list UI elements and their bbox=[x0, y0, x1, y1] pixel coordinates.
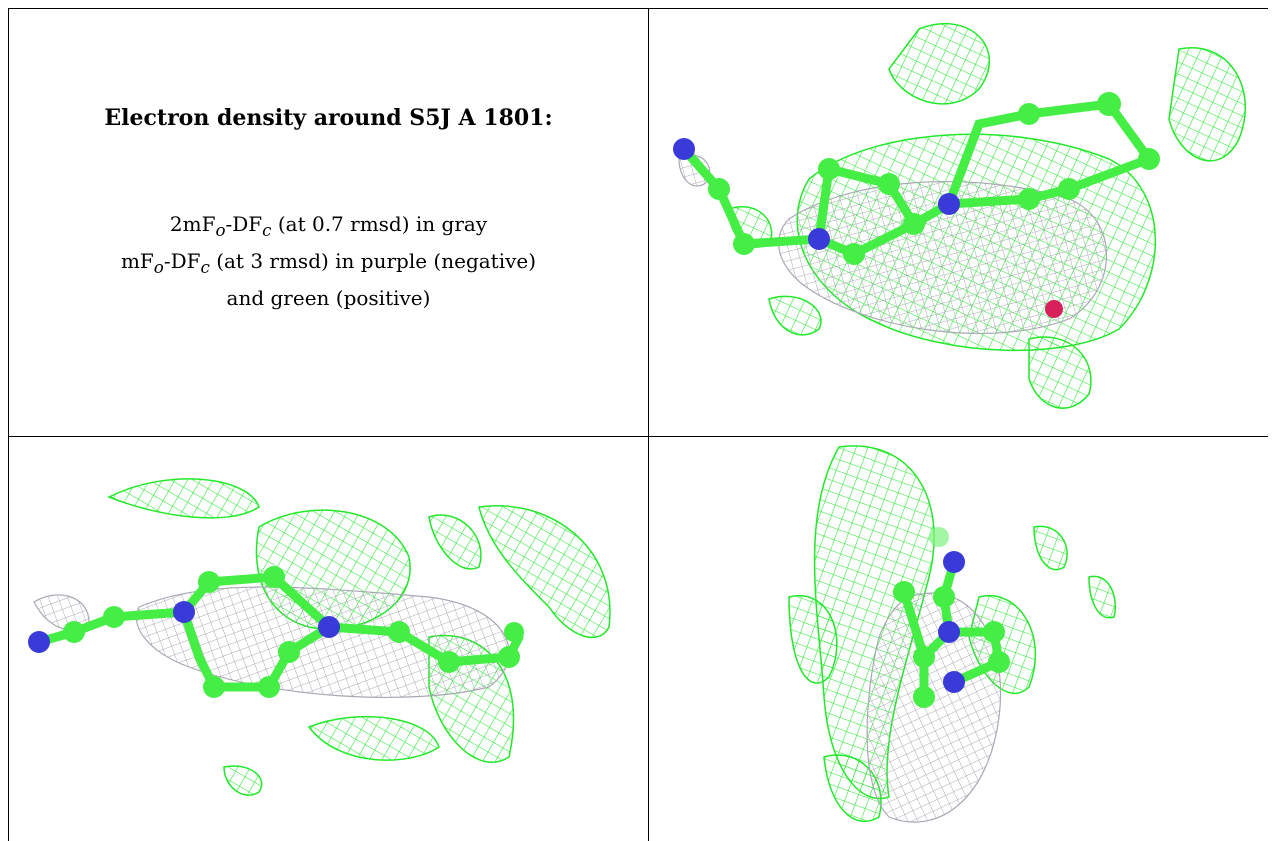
density-view-bottom-left bbox=[9, 437, 648, 841]
density-render-bottom-right bbox=[788, 445, 1116, 823]
density-view-bottom-right bbox=[649, 437, 1268, 841]
legend-line-2fo: 2mFo-DFc (at 0.7 rmsd) in gray bbox=[169, 212, 488, 240]
ligand-atoms bbox=[673, 92, 1160, 318]
gray-mesh-blobs bbox=[866, 592, 1002, 823]
legend-line-fo: mFo-DFc (at 3 rmsd) in purple (negative) bbox=[120, 249, 537, 277]
density-render-top-right bbox=[673, 23, 1246, 409]
density-legend: 2mFo-DFc (at 0.7 rmsd) in gray mFo-DFc (… bbox=[9, 209, 648, 314]
table-border-left bbox=[8, 8, 9, 841]
ligand-atoms bbox=[28, 566, 524, 698]
table-divider-horizontal bbox=[8, 436, 1268, 437]
table-divider-vertical bbox=[648, 8, 649, 841]
density-view-top-right bbox=[649, 9, 1268, 436]
page-title: Electron density around S5J A 1801: bbox=[104, 105, 553, 131]
table-border-top bbox=[8, 8, 1268, 9]
caption-cell: Electron density around S5J A 1801: 2mFo… bbox=[9, 9, 648, 436]
ligand-bonds bbox=[679, 99, 1157, 259]
legend-line-green: and green (positive) bbox=[226, 286, 431, 310]
density-render-bottom-left bbox=[28, 478, 611, 796]
ligand-atoms bbox=[893, 527, 1010, 708]
